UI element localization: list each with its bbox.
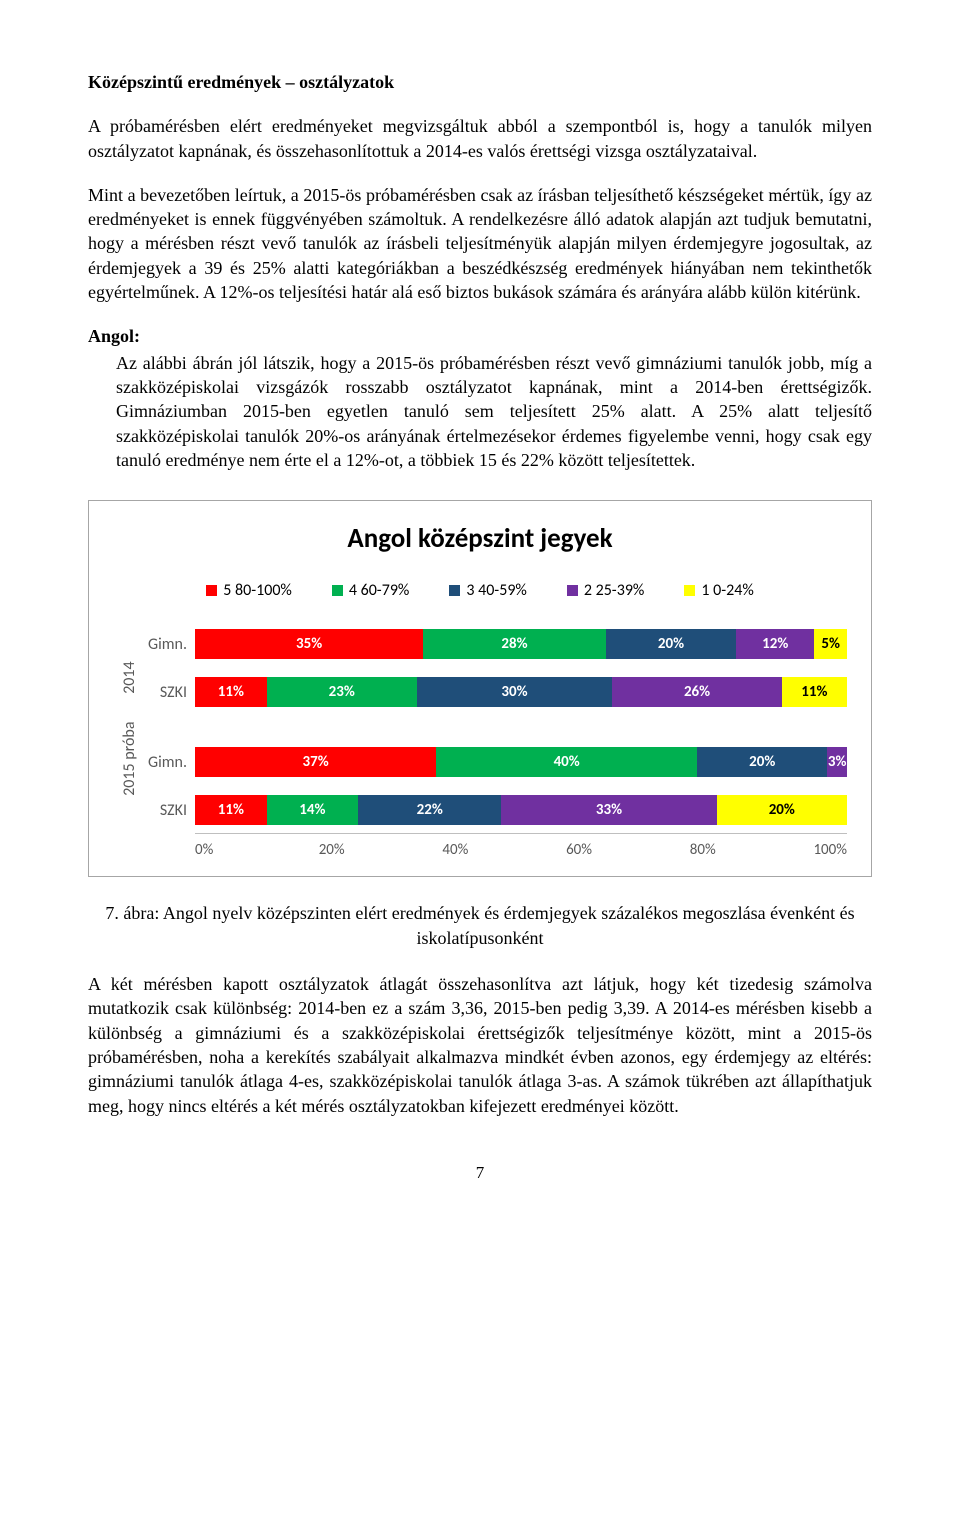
chart-legend: 5 80-100% 4 60-79% 3 40-59% 2 25-39% 1 0-24% [113,580,847,602]
bar-segment: 22% [358,795,501,825]
legend-swatch [567,585,578,596]
category-label: Gimn. [143,634,187,656]
bar-segment: 35% [195,629,423,659]
legend-label: 5 80-100% [223,580,292,602]
legend-label: 1 0-24% [701,580,753,602]
chart-body: 2014 2015 próba Gimn. SZKI Gimn. SZKI 35%28%… [113,629,847,834]
category-label: SZKI [143,682,187,704]
legend-label: 2 25-39% [584,580,645,602]
x-tick: 80% [690,840,814,860]
chart-bars: 35%28%20%12%5%11%23%30%26%11%37%40%20%3%… [195,629,847,834]
bar-segment: 11% [195,677,267,707]
legend-swatch [332,585,343,596]
legend-swatch [206,585,217,596]
chart-container: Angol középszint jegyek 5 80-100% 4 60-79… [88,500,872,877]
x-tick: 0% [195,840,319,860]
category-label: SZKI [143,800,187,822]
bar-segment: 11% [195,795,267,825]
bar-segment: 12% [736,629,814,659]
legend-item: 5 80-100% [206,580,292,602]
bar-segment: 30% [417,677,613,707]
bar-segment: 28% [423,629,606,659]
bar-row: 35%28%20%12%5% [195,629,847,659]
legend-label: 3 40-59% [466,580,527,602]
legend-swatch [684,585,695,596]
bar-segment: 3% [827,747,847,777]
y-axis-categories: Gimn. SZKI Gimn. SZKI [143,629,195,834]
bar-segment: 33% [501,795,716,825]
bar-segment: 14% [267,795,358,825]
x-tick: 20% [319,840,443,860]
bar-segment: 40% [436,747,697,777]
bar-row: 37%40%20%3% [195,747,847,777]
legend-item: 1 0-24% [684,580,753,602]
chart-title: Angol középszint jegyek [113,521,847,557]
page-number: 7 [88,1162,872,1185]
legend-label: 4 60-79% [349,580,410,602]
bar-segment: 26% [612,677,782,707]
y-axis-groups: 2014 2015 próba [117,629,143,834]
x-tick: 100% [813,840,847,860]
bar-group: 37%40%20%3%11%14%22%33%20% [195,747,847,825]
paragraph-2: Mint a bevezetőben leírtuk, a 2015-ös pr… [88,183,872,304]
y-group-label: 2015 próba [119,770,141,796]
legend-item: 2 25-39% [567,580,645,602]
page-heading: Középszintű eredmények – osztályzatok [88,70,872,94]
bar-group: 35%28%20%12%5%11%23%30%26%11% [195,629,847,707]
paragraph-4: A két mérésben kapott osztályzatok átlag… [88,972,872,1118]
x-tick: 40% [442,840,566,860]
bar-segment: 20% [697,747,827,777]
legend-item: 4 60-79% [332,580,410,602]
bar-segment: 20% [717,795,847,825]
bar-row: 11%14%22%33%20% [195,795,847,825]
x-axis: 0%20%40%60%80%100% [195,840,847,860]
x-tick: 60% [566,840,690,860]
bar-segment: 11% [782,677,847,707]
bar-row: 11%23%30%26%11% [195,677,847,707]
y-group-label: 2014 [119,667,141,693]
section-label-angol: Angol: [88,324,872,348]
legend-swatch [449,585,460,596]
bar-segment: 5% [814,629,847,659]
bar-segment: 20% [606,629,736,659]
bar-segment: 37% [195,747,436,777]
figure-caption: 7. ábra: Angol nyelv középszinten elért … [88,901,872,950]
legend-item: 3 40-59% [449,580,527,602]
paragraph-3: Az alábbi ábrán jól látszik, hogy a 2015… [116,351,872,472]
paragraph-1: A próbamérésben elért eredményeket megvi… [88,114,872,163]
category-label: Gimn. [143,752,187,774]
bar-segment: 23% [267,677,417,707]
